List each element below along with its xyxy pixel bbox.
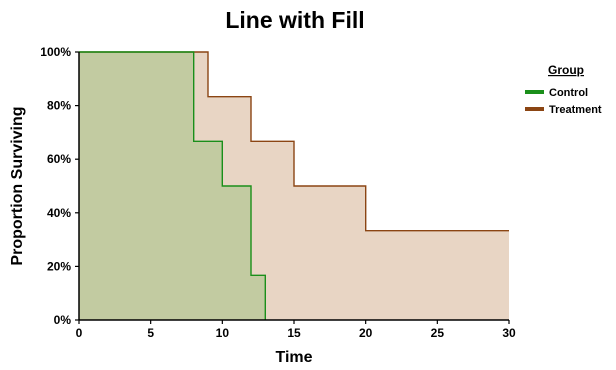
chart-title: Line with Fill [225, 7, 364, 33]
x-tick-label: 0 [76, 326, 83, 340]
treatment-line [79, 51, 509, 232]
control-line [79, 51, 266, 320]
x-tick-label: 15 [287, 326, 301, 340]
x-tick-label: 25 [431, 326, 445, 340]
y-tick-label: 0% [54, 313, 72, 327]
legend-label-treatment: Treatment [549, 104, 602, 116]
x-tick-label: 30 [502, 326, 516, 340]
x-tick-label: 20 [359, 326, 373, 340]
x-ticks: 0 5 10 15 20 25 30 [76, 320, 516, 340]
series-lines [79, 51, 509, 320]
x-axis-label: Time [275, 349, 312, 366]
x-tick-label: 10 [216, 326, 230, 340]
y-tick-label: 60% [47, 152, 71, 166]
y-tick-label: 40% [47, 206, 71, 220]
legend-title: Group [548, 63, 584, 77]
y-tick-label: 80% [47, 99, 71, 113]
x-tick-label: 5 [147, 326, 154, 340]
y-ticks: 0% 20% 40% 60% 80% 100% [40, 45, 79, 327]
y-tick-label: 100% [40, 45, 71, 59]
legend: Group Control Treatment [525, 63, 602, 116]
legend-label-control: Control [549, 87, 588, 99]
control-fill-area [79, 52, 266, 320]
y-tick-label: 20% [47, 259, 71, 273]
y-axis-label: Proportion Surviving [9, 106, 26, 265]
